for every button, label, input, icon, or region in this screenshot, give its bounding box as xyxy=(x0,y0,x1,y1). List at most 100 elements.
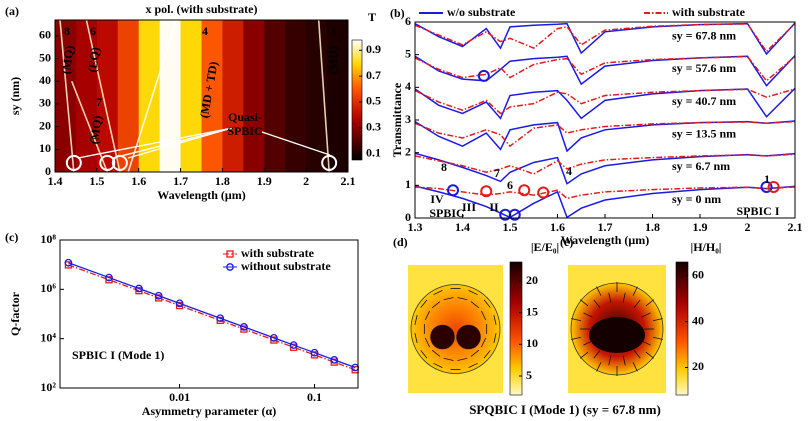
field-arrow xyxy=(433,362,443,369)
callout-line xyxy=(261,131,331,156)
annotation: SPBIC xyxy=(429,206,464,220)
point xyxy=(175,299,184,308)
y-tick-label: 60 xyxy=(39,28,51,42)
field-arrow xyxy=(596,362,602,372)
point xyxy=(226,250,234,258)
field-arrow xyxy=(622,292,626,303)
y-tick-label: 3 xyxy=(405,112,411,126)
colorbar-label: T xyxy=(368,10,376,24)
field-arrow xyxy=(593,350,601,359)
field-arrow xyxy=(424,337,430,348)
field-arrow xyxy=(457,357,468,361)
annotation: 7 xyxy=(494,166,500,180)
annotation: (MQ) xyxy=(59,45,77,75)
colorbar-tick-label: 40 xyxy=(692,313,704,327)
field-arrow xyxy=(470,349,480,357)
field-arrow xyxy=(431,301,441,309)
colorbar-tick-label: 0.9 xyxy=(366,42,381,56)
annotation: 1 xyxy=(764,172,770,186)
curve-label: sy = 57.6 nm xyxy=(672,61,736,75)
y-tick-label: 6 xyxy=(405,14,411,28)
colorbar-label: |H/H₀| xyxy=(691,240,722,254)
field-arrow xyxy=(443,357,454,361)
x-tick-label: 0.1 xyxy=(307,390,322,404)
y-tick-label: 20 xyxy=(39,118,51,132)
point xyxy=(330,356,339,364)
field-arrow xyxy=(481,310,487,321)
field-arrow xyxy=(632,286,638,296)
point xyxy=(226,263,234,271)
field-arrow xyxy=(583,340,593,346)
colorbar-tick-label: 15 xyxy=(526,304,538,318)
field-arrow xyxy=(622,355,626,366)
y-tick-label: 40 xyxy=(39,73,51,87)
field-arrow xyxy=(483,299,491,308)
marker xyxy=(477,69,490,82)
field-lobe xyxy=(456,324,481,350)
y-tick-label: 10² xyxy=(40,380,56,394)
y-tick-label: 1 xyxy=(405,177,411,191)
colorbar xyxy=(351,39,363,161)
annotation: IV xyxy=(430,192,444,206)
y-tick-label: 2 xyxy=(405,144,411,158)
transmittance-curve xyxy=(414,185,796,219)
colorbar-tick-label: 0.5 xyxy=(366,94,381,108)
colorbar-tick-label: 5 xyxy=(526,368,532,382)
mode-line xyxy=(317,19,330,173)
field-arrow xyxy=(633,350,641,359)
callout-line xyxy=(127,127,233,159)
panel-label: (e) xyxy=(560,235,573,249)
curve-label: sy = 67.8 nm xyxy=(672,28,736,42)
curve-label: sy = 0 nm xyxy=(672,192,721,206)
caption: SPQBIC I (Mode 1) (sy = 67.8 nm) xyxy=(469,402,661,417)
point xyxy=(105,273,113,282)
field-arrow xyxy=(641,340,651,346)
colorbar-tick-label: 0.1 xyxy=(366,145,381,159)
heat-cell xyxy=(138,20,161,172)
heat-cell xyxy=(222,20,244,172)
field-arrow xyxy=(493,315,497,325)
colorbar-label: |E/E₀| xyxy=(531,240,559,254)
plot-frame xyxy=(414,21,796,219)
field-arrow xyxy=(632,362,638,372)
field-arrow xyxy=(414,315,418,325)
field-arrow xyxy=(443,297,454,301)
annotation: 6 xyxy=(90,24,96,38)
field-arrow xyxy=(457,297,468,301)
field-arrow xyxy=(481,337,487,348)
mode-line xyxy=(70,80,109,173)
field-arrow xyxy=(608,355,612,366)
marker xyxy=(480,185,493,198)
annotation: 1 xyxy=(331,24,337,38)
legend-label: without substrate xyxy=(241,259,331,273)
field-arrow xyxy=(593,299,601,308)
annotation: 4 xyxy=(202,24,208,38)
field-arrow xyxy=(571,318,582,322)
curve-label: sy = 6.7 nm xyxy=(672,159,730,173)
point xyxy=(270,333,278,342)
callout-line xyxy=(77,127,233,159)
annotation: 8 xyxy=(441,160,447,174)
x-tick-label: 1.5 xyxy=(503,220,518,234)
marker xyxy=(111,154,128,171)
field-arrow xyxy=(608,292,612,303)
x-tick-label: 1.8 xyxy=(645,220,660,234)
field-arrow xyxy=(470,301,480,309)
field-arrow xyxy=(468,289,478,296)
x-tick-label: 1.4 xyxy=(455,220,470,234)
marker xyxy=(760,180,773,193)
heat-cell xyxy=(159,20,182,172)
annotation: SPBIC I xyxy=(736,204,779,218)
field-arrow xyxy=(580,351,589,359)
colorbar-tick-label: 20 xyxy=(692,359,704,373)
x-axis-label: Asymmetry parameter (α) xyxy=(142,404,276,418)
field-arrow xyxy=(652,336,663,340)
x-tick-label: 2 xyxy=(303,174,309,188)
point xyxy=(64,258,73,267)
y-tick-label: 0 xyxy=(45,164,51,178)
x-tick-label: 1.9 xyxy=(257,174,272,188)
y-tick-label: 0 xyxy=(405,210,411,224)
field-arrow xyxy=(420,299,428,308)
point xyxy=(240,323,248,331)
x-tick-label: 1.5 xyxy=(89,174,104,188)
